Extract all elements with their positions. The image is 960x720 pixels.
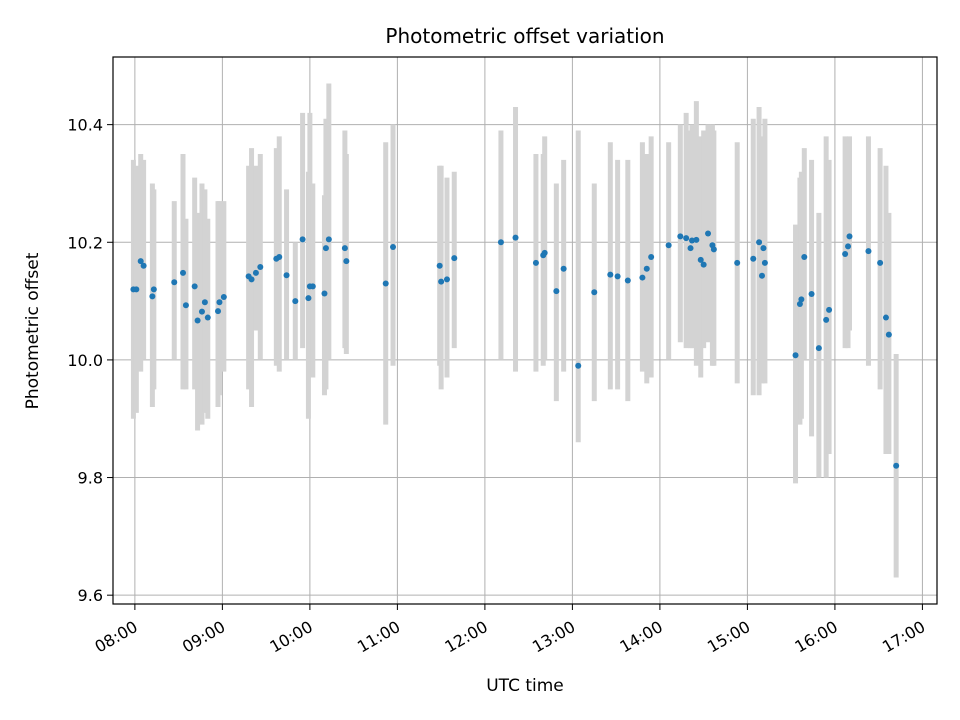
plot-frame: [112, 56, 938, 605]
data-point: [497, 239, 504, 246]
data-point: [149, 293, 156, 300]
data-point: [815, 345, 822, 352]
data-point: [758, 272, 765, 279]
data-point: [532, 259, 539, 266]
data-point: [438, 278, 445, 285]
data-point: [390, 243, 397, 250]
y-tick-label: 10.0: [67, 351, 103, 370]
data-point: [624, 277, 631, 284]
data-point: [325, 236, 332, 243]
data-point: [705, 230, 712, 237]
data-point: [133, 286, 140, 293]
data-point: [252, 269, 259, 276]
data-point: [846, 233, 853, 240]
data-point: [792, 352, 799, 359]
data-point: [845, 243, 852, 250]
data-point: [882, 314, 889, 321]
data-point: [171, 279, 178, 286]
data-point: [826, 306, 833, 313]
data-point: [341, 245, 348, 252]
data-point: [553, 288, 560, 295]
data-point: [220, 293, 227, 300]
data-point: [688, 237, 695, 244]
data-point: [321, 290, 328, 297]
y-tick-label: 9.8: [78, 469, 103, 488]
data-point: [216, 299, 223, 306]
data-point: [683, 235, 690, 242]
data-point: [693, 236, 700, 243]
data-point: [276, 253, 283, 260]
data-point: [137, 258, 144, 265]
data-point: [865, 248, 872, 255]
data-points: [130, 230, 900, 469]
data-point: [643, 265, 650, 272]
data-point: [591, 289, 598, 296]
data-point: [697, 256, 704, 263]
data-point: [677, 233, 684, 240]
data-point: [322, 245, 329, 252]
data-point: [842, 251, 849, 258]
data-point: [648, 253, 655, 260]
data-point: [292, 298, 299, 305]
data-point: [801, 253, 808, 260]
data-point: [710, 246, 717, 253]
data-point: [639, 274, 646, 281]
data-point: [796, 301, 803, 308]
data-point: [215, 308, 222, 315]
data-point: [191, 283, 198, 290]
data-point: [451, 255, 458, 262]
data-point: [382, 280, 389, 287]
data-point: [575, 362, 582, 369]
data-point: [343, 258, 350, 265]
data-point: [798, 296, 805, 303]
data-point: [808, 291, 815, 298]
data-point: [140, 262, 147, 269]
data-point: [761, 259, 768, 266]
data-point: [182, 302, 189, 309]
data-point: [893, 462, 900, 469]
data-point: [150, 286, 157, 293]
data-point: [700, 261, 707, 268]
chart-title: Photometric offset variation: [385, 24, 664, 48]
data-point: [180, 269, 187, 276]
data-point: [885, 331, 892, 338]
data-point: [443, 276, 450, 283]
data-point: [734, 259, 741, 266]
data-point: [756, 239, 763, 246]
data-point: [665, 242, 672, 249]
data-point: [823, 316, 830, 323]
y-axis-title: Photometric offset: [23, 252, 43, 409]
data-point: [614, 273, 621, 280]
data-point: [541, 249, 548, 256]
data-point: [299, 236, 306, 243]
data-point: [204, 314, 211, 321]
data-point: [560, 265, 567, 272]
data-point: [607, 271, 614, 278]
data-point: [248, 276, 255, 283]
data-point: [257, 263, 264, 270]
data-point: [760, 245, 767, 252]
data-point: [305, 295, 312, 302]
data-point: [198, 308, 205, 315]
y-tick-label: 10.4: [67, 116, 103, 135]
y-tick-label: 10.2: [67, 233, 103, 252]
data-point: [877, 259, 884, 266]
data-point: [436, 262, 443, 269]
data-point: [283, 272, 290, 279]
data-point: [687, 245, 694, 252]
data-point: [201, 299, 208, 306]
data-point: [750, 255, 757, 262]
x-axis-title: UTC time: [486, 676, 564, 696]
y-tick-label: 9.6: [78, 586, 103, 605]
data-point: [309, 283, 316, 290]
y-axis-ticks: 9.6 9.8 10.0 10.2 10.4: [67, 116, 113, 605]
data-point: [194, 317, 201, 324]
data-point: [512, 234, 519, 241]
